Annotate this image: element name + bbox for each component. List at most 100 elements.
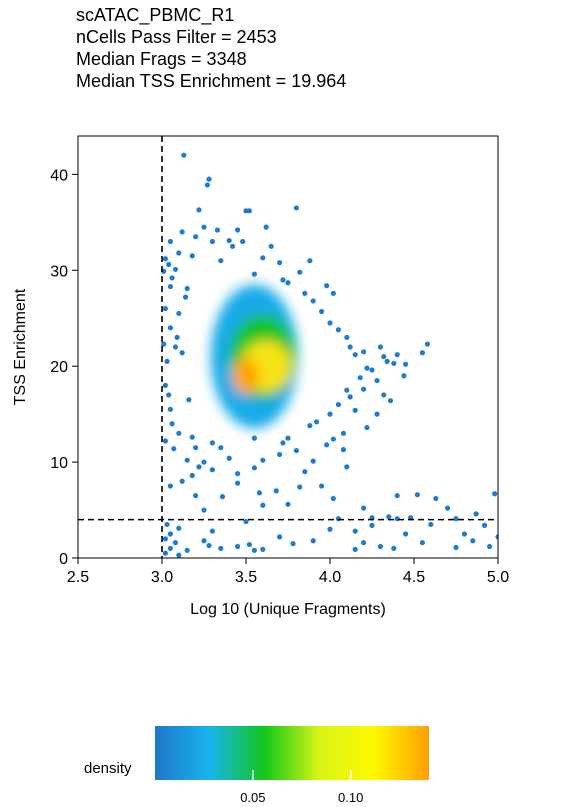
data-point	[269, 244, 274, 249]
data-point	[353, 408, 358, 413]
data-point	[280, 440, 285, 445]
data-point	[168, 407, 173, 412]
data-point	[247, 542, 252, 547]
y-tick-label: 10	[50, 455, 68, 472]
data-point	[163, 551, 168, 556]
data-point	[260, 255, 265, 260]
data-point	[391, 361, 396, 366]
data-point	[453, 545, 458, 550]
data-point	[341, 447, 346, 452]
data-point	[164, 522, 169, 527]
data-point	[492, 491, 497, 496]
data-point	[277, 452, 282, 457]
data-point	[190, 253, 195, 258]
data-point	[210, 529, 215, 534]
data-point	[252, 436, 257, 441]
data-point	[327, 527, 332, 532]
data-point	[277, 260, 282, 265]
data-point	[227, 456, 232, 461]
data-point	[331, 436, 336, 441]
data-point	[176, 431, 181, 436]
data-point	[294, 205, 299, 210]
data-point	[163, 256, 168, 261]
data-point	[403, 531, 408, 536]
data-point	[201, 538, 206, 543]
data-point	[344, 335, 349, 340]
legend-title: density	[84, 760, 132, 777]
x-tick-label: 3.0	[151, 569, 173, 586]
data-point	[205, 182, 210, 187]
data-point	[161, 342, 166, 347]
data-point	[381, 392, 386, 397]
data-point	[193, 234, 198, 239]
data-point	[169, 421, 174, 426]
data-point	[218, 546, 223, 551]
data-point	[193, 445, 198, 450]
data-point	[420, 350, 425, 355]
data-point	[307, 423, 312, 428]
data-point	[206, 543, 211, 548]
y-tick-label: 0	[59, 551, 68, 568]
data-point	[196, 207, 201, 212]
data-point	[324, 283, 329, 288]
x-tick-label: 3.5	[235, 569, 257, 586]
data-point	[364, 425, 369, 430]
data-point	[180, 350, 185, 355]
data-point	[391, 546, 396, 551]
x-tick-label: 4.5	[403, 569, 425, 586]
data-point	[166, 262, 171, 267]
data-point	[353, 547, 358, 552]
data-point	[252, 465, 257, 470]
data-point	[353, 529, 358, 534]
data-point	[378, 544, 383, 549]
data-point	[344, 464, 349, 469]
data-point	[336, 327, 341, 332]
data-point	[180, 479, 185, 484]
data-point	[341, 431, 346, 436]
data-point	[163, 438, 168, 443]
data-point	[285, 436, 290, 441]
data-point	[252, 548, 257, 553]
data-point	[344, 388, 349, 393]
data-point	[327, 412, 332, 417]
data-point	[445, 506, 450, 511]
data-point	[353, 352, 358, 357]
data-point	[274, 488, 279, 493]
data-point	[280, 277, 285, 282]
data-point	[210, 467, 215, 472]
x-axis-label: Log 10 (Unique Fragments)	[190, 601, 386, 618]
data-point	[173, 540, 178, 545]
density-region-peak	[233, 358, 260, 394]
data-point	[168, 239, 173, 244]
data-point	[190, 473, 195, 478]
data-point	[395, 516, 400, 521]
data-point	[482, 523, 487, 528]
data-point	[166, 392, 171, 397]
data-point	[331, 291, 336, 296]
data-point	[474, 511, 479, 516]
data-point	[173, 344, 178, 349]
data-point	[425, 342, 430, 347]
data-point	[186, 397, 191, 402]
data-point	[381, 354, 386, 359]
data-point	[314, 419, 319, 424]
data-point	[361, 387, 366, 392]
data-point	[247, 208, 252, 213]
data-point	[331, 496, 336, 501]
data-point	[395, 493, 400, 498]
data-point	[285, 502, 290, 507]
data-point	[361, 540, 366, 545]
data-point	[168, 284, 173, 289]
data-point	[163, 536, 168, 541]
data-point	[240, 239, 245, 244]
data-point	[302, 469, 307, 474]
data-point	[327, 320, 332, 325]
data-point	[487, 544, 492, 549]
data-point	[324, 442, 329, 447]
data-point	[201, 459, 206, 464]
data-point	[173, 267, 178, 272]
data-point	[169, 275, 174, 280]
data-point	[190, 435, 195, 440]
density-cloud	[211, 285, 298, 429]
data-point	[215, 227, 220, 232]
